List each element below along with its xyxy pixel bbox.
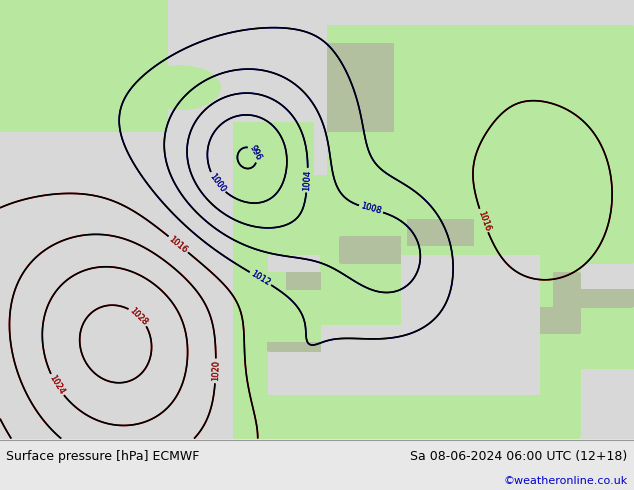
Text: 996: 996 [248,144,263,162]
Text: 1008: 1008 [359,202,382,216]
Text: 996: 996 [248,144,263,162]
Text: 1004: 1004 [302,170,313,191]
Text: 1000: 1000 [207,172,227,194]
Text: 1012: 1012 [249,269,272,288]
Text: 1016: 1016 [476,209,491,232]
Text: 1016: 1016 [476,209,491,232]
Text: Sa 08-06-2024 06:00 UTC (12+18): Sa 08-06-2024 06:00 UTC (12+18) [410,450,628,463]
Text: 1004: 1004 [302,170,313,191]
Text: 1020: 1020 [211,360,221,382]
Text: 1008: 1008 [359,202,382,216]
Text: 1024: 1024 [48,374,66,396]
Text: ©weatheronline.co.uk: ©weatheronline.co.uk [503,476,628,486]
Text: 1016: 1016 [167,234,190,254]
Text: 1012: 1012 [249,269,272,288]
Text: Surface pressure [hPa] ECMWF: Surface pressure [hPa] ECMWF [6,450,200,463]
Text: 1016: 1016 [167,234,190,254]
Text: 1024: 1024 [48,374,66,396]
Text: 1000: 1000 [207,172,227,194]
Text: 1028: 1028 [128,306,150,327]
Text: 1020: 1020 [211,360,221,382]
Text: 1028: 1028 [128,306,150,327]
Polygon shape [0,0,634,439]
